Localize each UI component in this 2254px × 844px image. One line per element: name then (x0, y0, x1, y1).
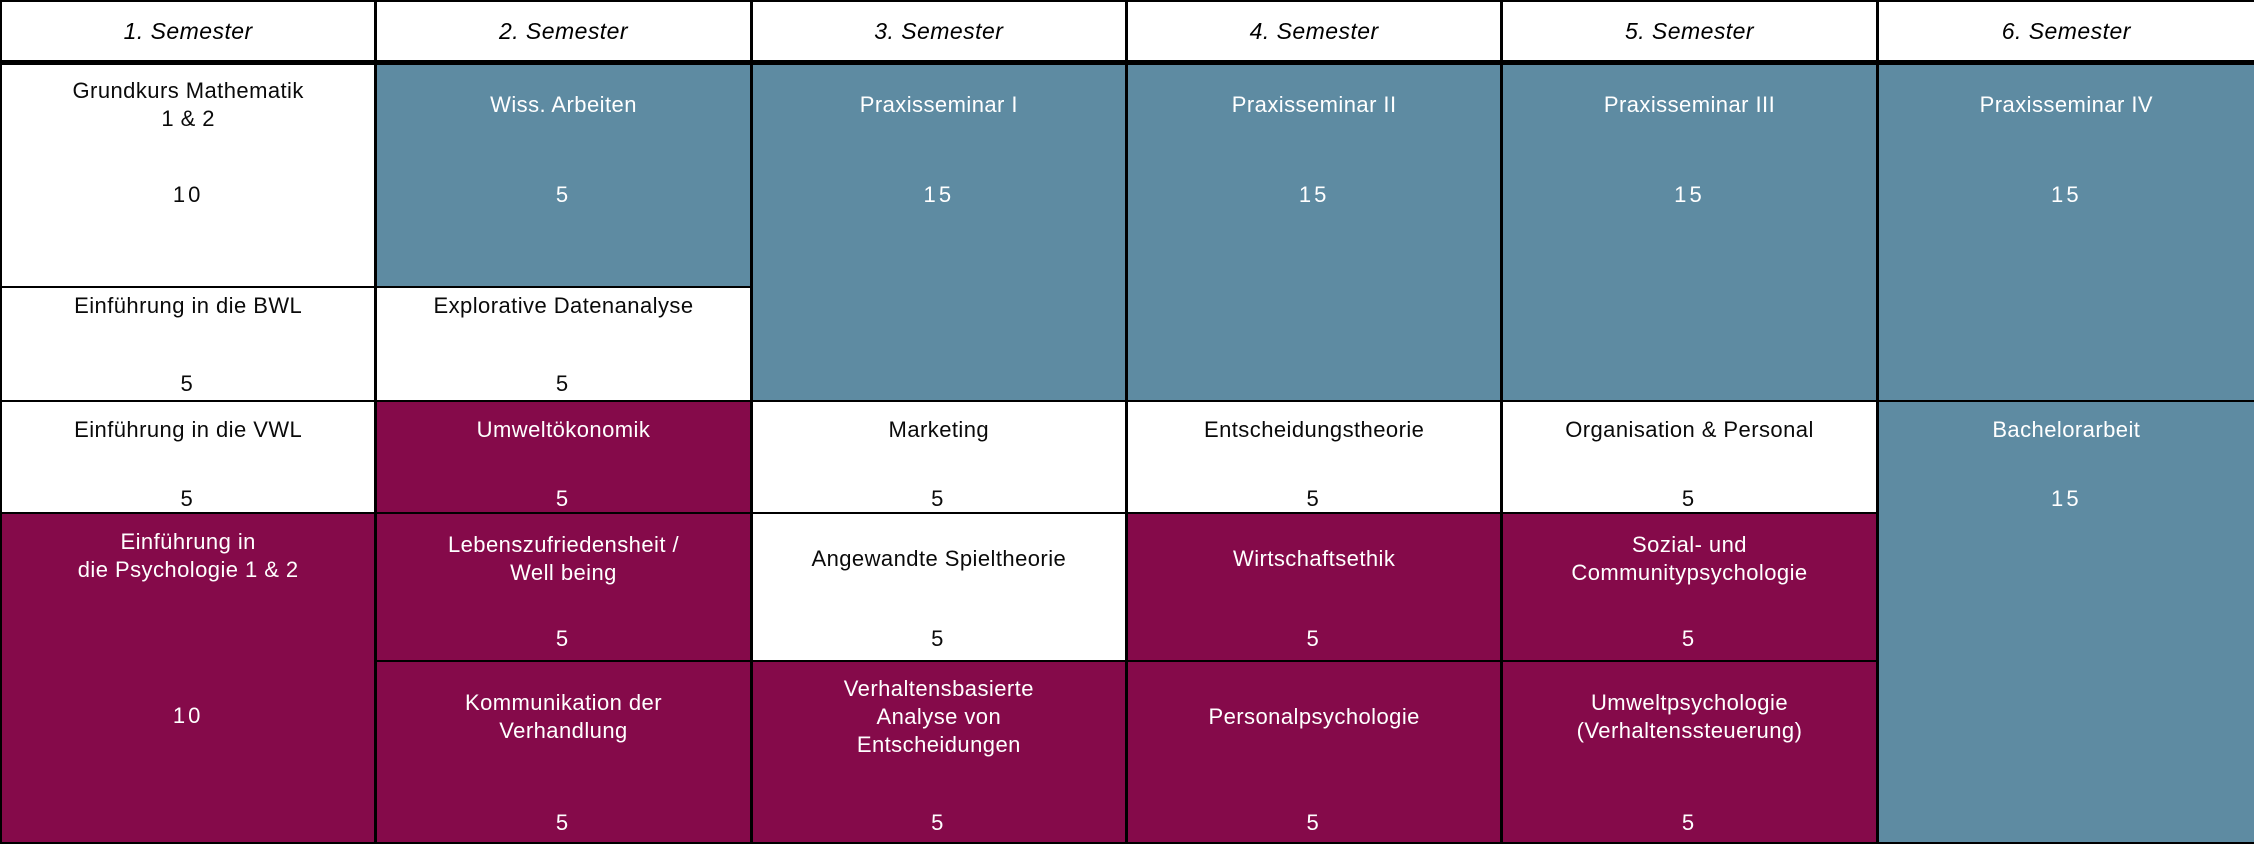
module-credits: 5 (180, 371, 196, 396)
module-credits: 15 (2051, 486, 2082, 511)
module-title: Wiss. Arbeiten (490, 92, 637, 117)
module-title: Einführung in die VWL (74, 417, 303, 442)
cell-umweltpsychologie-verhaltenssteuerung: Umweltpsychologie (Verhaltenssteuerung) … (1503, 662, 1879, 844)
module-credits: 10 (172, 703, 204, 728)
module-title: Angewandte Spieltheorie (811, 546, 1067, 571)
module-title: Explorative Datenanalyse (433, 293, 694, 318)
cell-praxisseminar-3: Praxisseminar III 15 (1503, 65, 1879, 402)
module-title: Sozial- und Communitypsychologie (1571, 532, 1808, 585)
cell-entscheidungstheorie: Entscheidungstheorie 5 (1128, 402, 1504, 514)
module-credits: 5 (555, 182, 572, 207)
cell-grundkurs-mathematik-1-2: Grundkurs Mathematik 1 & 2 10 (2, 65, 378, 288)
cell-praxisseminar-2: Praxisseminar II 15 (1128, 65, 1504, 402)
cell-angewandte-spieltheorie: Angewandte Spieltheorie 5 (752, 514, 1128, 662)
header-semester-2: 2. Semester (377, 2, 753, 65)
cell-einfuehrung-vwl: Einführung in die VWL 5 (2, 402, 378, 514)
module-credits: 5 (931, 626, 947, 651)
cell-umweltoekonomik: Umweltökonomik 5 (377, 402, 753, 514)
cell-verhaltensbasierte-analyse-von-entscheidungen: Verhaltensbasierte Analyse von Entscheid… (752, 662, 1128, 844)
module-title: Praxisseminar I (859, 92, 1018, 117)
module-credits: 5 (1681, 626, 1698, 651)
module-title: Wirtschaftsethik (1233, 546, 1396, 571)
cell-praxisseminar-4: Praxisseminar IV 15 (1878, 65, 2254, 402)
cell-einfuehrung-bwl: Einführung in die BWL 5 (2, 288, 378, 402)
module-title: Entscheidungstheorie (1203, 417, 1425, 442)
module-title: Bachelorarbeit (1992, 417, 2141, 442)
module-title: Praxisseminar IV (1979, 92, 2153, 117)
module-title: Marketing (888, 417, 990, 442)
module-title: Umweltpsychologie (Verhaltenssteuerung) (1576, 690, 1803, 743)
module-title: Grundkurs Mathematik 1 & 2 (72, 78, 304, 131)
module-credits: 10 (172, 182, 204, 207)
header-semester-6: 6. Semester (1878, 2, 2254, 65)
module-credits: 5 (1681, 810, 1698, 835)
header-semester-1: 1. Semester (2, 2, 378, 65)
module-title: Einführung in die BWL (74, 293, 303, 318)
cell-einfuehrung-psychologie-1-2: Einführung in die Psychologie 1 & 2 10 (2, 514, 378, 844)
module-credits: 5 (180, 486, 196, 511)
header-semester-5: 5. Semester (1503, 2, 1879, 65)
cell-explorative-datenanalyse: Explorative Datenanalyse 5 (377, 288, 753, 402)
cell-bachelorarbeit: Bachelorarbeit 15 (1878, 402, 2254, 844)
cell-personalpsychologie: Personalpsychologie 5 (1128, 662, 1504, 844)
header-semester-4: 4. Semester (1128, 2, 1504, 65)
module-credits: 5 (555, 810, 572, 835)
cell-wirtschaftsethik: Wirtschaftsethik 5 (1128, 514, 1504, 662)
cell-praxisseminar-1: Praxisseminar I 15 (752, 65, 1128, 402)
cell-kommunikation-der-verhandlung: Kommunikation der Verhandlung 5 (377, 662, 753, 844)
module-credits: 5 (931, 486, 947, 511)
header-semester-3: 3. Semester (752, 2, 1128, 65)
module-title: Verhaltensbasierte Analyse von Entscheid… (843, 676, 1034, 757)
module-credits: 5 (1306, 810, 1322, 835)
cell-organisation-personal: Organisation & Personal 5 (1503, 402, 1879, 514)
module-credits: 15 (923, 182, 955, 207)
module-title: Umweltökonomik (476, 417, 651, 442)
module-credits: 15 (1298, 182, 1330, 207)
module-credits: 5 (1681, 486, 1698, 511)
module-credits: 5 (555, 486, 572, 511)
module-credits: 5 (931, 810, 947, 835)
module-title: Praxisseminar II (1231, 92, 1397, 117)
module-title: Personalpsychologie (1208, 704, 1420, 729)
module-credits: 5 (1306, 626, 1322, 651)
cell-wiss-arbeiten: Wiss. Arbeiten 5 (377, 65, 753, 288)
module-credits: 5 (1306, 486, 1322, 511)
cell-sozial-und-communitypsychologie: Sozial- und Communitypsychologie 5 (1503, 514, 1879, 662)
module-credits: 15 (1674, 182, 1705, 207)
module-title: Organisation & Personal (1565, 417, 1814, 442)
module-credits: 5 (555, 371, 572, 396)
module-title: Praxisseminar III (1603, 92, 1776, 117)
cell-marketing: Marketing 5 (752, 402, 1128, 514)
module-title: Lebenszufriedensheit / Well being (447, 532, 680, 585)
cell-lebenszufriedensheit-well-being: Lebenszufriedensheit / Well being 5 (377, 514, 753, 662)
module-credits: 15 (2051, 182, 2082, 207)
module-credits: 5 (555, 626, 572, 651)
module-title: Kommunikation der Verhandlung (464, 690, 662, 743)
module-title: Einführung in die Psychologie 1 & 2 (77, 529, 299, 582)
